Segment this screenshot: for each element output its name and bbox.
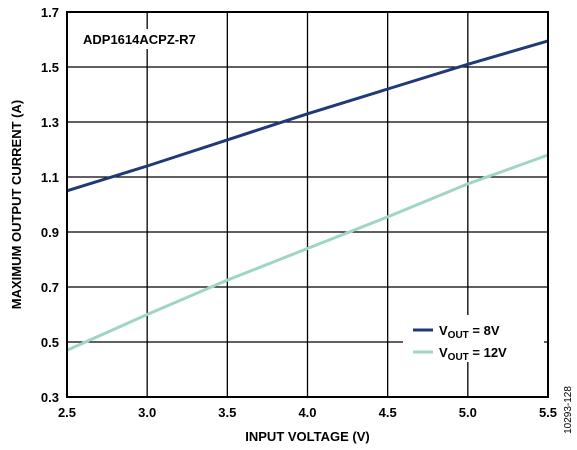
y-tick-label: 0.7 (41, 280, 59, 295)
x-tick-label: 5.0 (459, 405, 477, 420)
figure-id: 10293-128 (563, 386, 574, 434)
annotation-background (79, 29, 217, 49)
y-tick-label: 1.5 (41, 60, 59, 75)
x-tick-labels: 2.5 3.0 3.5 4.0 4.5 5.0 5.5 (58, 405, 557, 420)
y-tick-label: 1.7 (41, 5, 59, 20)
series-line-1 (66, 39, 549, 193)
x-tick-label: 4.5 (379, 405, 397, 420)
y-axis-title: MAXIMUM OUTPUT CURRENT (A) (9, 100, 24, 309)
y-tick-label: 0.5 (41, 335, 59, 350)
legend-label-2: VOUT = 12V (439, 345, 507, 363)
x-axis-title: INPUT VOLTAGE (V) (245, 429, 369, 444)
series-line-2 (66, 153, 549, 352)
legend-background (403, 315, 544, 362)
series-lines (66, 39, 549, 352)
y-tick-label: 1.1 (41, 170, 59, 185)
x-tick-label: 3.5 (218, 405, 236, 420)
y-tick-label: 1.3 (41, 115, 59, 130)
chart-annotation: ADP1614ACPZ-R7 (83, 32, 196, 47)
x-tick-label: 2.5 (58, 405, 76, 420)
x-tick-label: 4.0 (298, 405, 316, 420)
x-tick-label: 5.5 (539, 405, 557, 420)
grid (66, 11, 549, 398)
y-tick-label: 0.3 (41, 390, 59, 405)
legend: VOUT = 8V VOUT = 12V (403, 315, 544, 363)
y-tick-label: 0.9 (41, 225, 59, 240)
legend-label-1: VOUT = 8V (439, 323, 500, 341)
y-tick-labels: 0.3 0.5 0.7 0.9 1.1 1.3 1.5 1.7 (41, 5, 59, 405)
plot-frame (66, 11, 549, 398)
x-tick-label: 3.0 (138, 405, 156, 420)
